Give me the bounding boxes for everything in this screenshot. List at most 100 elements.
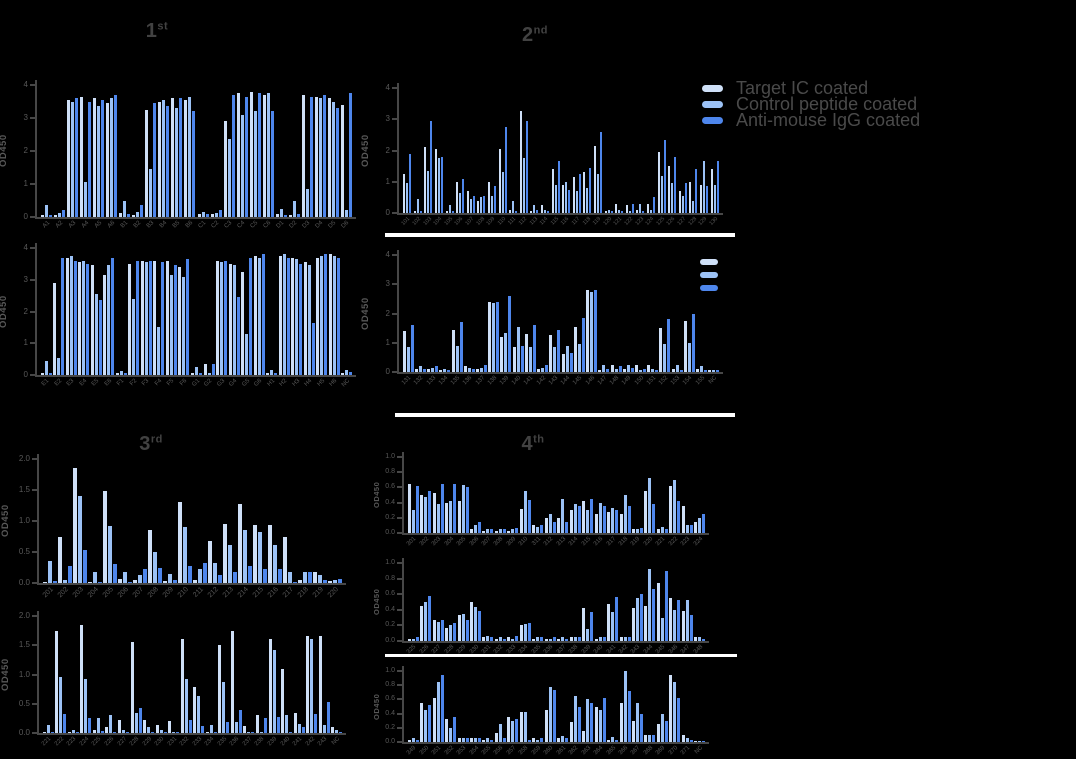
bar-123-series1: [636, 209, 639, 213]
y-tick: [392, 118, 397, 121]
y-axis-line: [397, 250, 399, 374]
y-tick-label: 1.5: [18, 485, 30, 494]
bar-351-series2: [436, 681, 440, 742]
bar-132-series1: [414, 369, 418, 372]
bar-group-143: [549, 255, 561, 372]
chart-1st-wells-A1-D6: OD450 0 1 2 3 4 A1 A2 A3 A4 A5 A6 B1 B2 B3 B4 B5 B6 C1 C2 C3…: [0, 80, 356, 230]
bar-E4-series3: [86, 263, 90, 375]
y-axis-label: OD450: [360, 297, 371, 330]
bar-E3-series3: [73, 260, 77, 375]
bar-356-series2: [498, 724, 502, 742]
bar-228-series3: [138, 708, 142, 733]
bar-A2-series3: [62, 210, 66, 217]
bar-120-series1: [604, 211, 607, 213]
bar-group-129: [699, 88, 710, 213]
bar-367-series2: [635, 702, 639, 742]
bar-335-series1: [532, 638, 536, 641]
bar-134-series2: [443, 369, 447, 372]
bar-group-353: [457, 671, 469, 742]
bar-group-G1: [190, 248, 203, 375]
bar-group-241: [293, 616, 306, 733]
bar-group-349: [407, 671, 419, 742]
bar-group-310: [519, 457, 531, 533]
bar-115-series1: [551, 169, 554, 213]
bar-318-series2: [623, 495, 627, 533]
bar-338-series2: [573, 637, 577, 641]
bar-133-series1: [427, 369, 431, 372]
bar-D4-series1: [314, 96, 318, 217]
bar-group-G2: [203, 248, 216, 375]
bar-361-series3: [565, 738, 569, 742]
bar-108-series3: [483, 195, 486, 213]
panel-3rd-ordinal: rd: [150, 433, 163, 446]
bar-H1-series3: [274, 373, 278, 375]
legend-lower: Target IC coated Control peptide coated …: [700, 255, 851, 294]
bar-124-series2: [650, 209, 653, 213]
bar-155-series3: [704, 370, 708, 372]
bar-122-series2: [628, 211, 631, 213]
bar-210-series2: [182, 527, 187, 583]
bar-135-series3: [459, 322, 463, 372]
bar-104-series1: [435, 148, 438, 213]
bar-111-series2: [512, 200, 515, 213]
chart-1st-wells-E1-H6: OD450 0 1 2 3 4 E1 E2 E3 E4 E5 E6 F1 F2 F3 F4 F5 F6 G1 G2 G3…: [0, 243, 356, 388]
bar-124-series1: [647, 203, 650, 213]
bar-group-F5: [165, 248, 178, 375]
bar-243-series1: [318, 636, 322, 733]
bar-E2-series2: [57, 357, 61, 375]
bar-group-153: [671, 255, 683, 372]
bar-351-series3: [440, 674, 444, 742]
y-tick-label: 0.8: [385, 574, 395, 582]
bar-D1-series1: [275, 213, 279, 217]
bar-group-146: [585, 255, 598, 372]
y-tick-label: 0.8: [385, 681, 395, 689]
y-tick-label: 2: [385, 145, 390, 155]
bar-155-series2: [700, 366, 704, 372]
y-tick: [397, 486, 402, 489]
y-tick: [392, 341, 397, 344]
y-axis-line: [402, 666, 404, 744]
bar-206-series1: [117, 578, 122, 583]
bar-239-series3: [276, 716, 280, 733]
bar-234-series3: [213, 731, 217, 733]
bar-group-B5: [170, 85, 183, 217]
bar-group-G5: [240, 248, 253, 375]
bar-group-142: [537, 255, 549, 372]
bar-148-series2: [614, 369, 618, 372]
bar-group-239: [268, 616, 281, 733]
bar-group-359: [532, 671, 544, 742]
bar-340-series1: [594, 638, 598, 641]
bar-209-series3: [172, 579, 177, 583]
bar-group-315: [581, 457, 594, 533]
bar-A5-series3: [101, 99, 105, 217]
bar-335-series3: [540, 637, 544, 641]
bar-306-series2: [474, 525, 477, 533]
bar-group-C1: [197, 85, 210, 217]
bar-107-series3: [472, 195, 475, 213]
bar-group-325: [407, 563, 419, 641]
bar-327-series1: [432, 619, 436, 641]
bar-235-series1: [218, 645, 222, 733]
bar-H6-series3: [336, 257, 340, 375]
bar-134-series1: [439, 370, 443, 372]
bar-128-series1: [689, 181, 692, 213]
bar-group-H4: [303, 248, 316, 375]
bar-group-A2: [53, 85, 66, 217]
bar-314-series1: [569, 510, 573, 533]
y-tick: [392, 87, 397, 89]
bar-126-series2: [671, 183, 674, 213]
bar-303-series1: [432, 493, 436, 533]
y-tick: [397, 456, 402, 458]
bar-324-series2: [698, 517, 702, 533]
bar-C6-series1: [262, 94, 266, 217]
bar-114-series2: [544, 209, 547, 213]
y-axis-line: [37, 454, 39, 585]
bar-314-series2: [573, 504, 577, 533]
bar-216-series1: [268, 525, 273, 583]
bar-group-108: [476, 88, 487, 213]
bar-126-series3: [674, 156, 677, 213]
bar-group-148: [610, 255, 622, 372]
separator-line-1: [385, 233, 735, 237]
bar-group-227: [117, 616, 130, 733]
y-tick-label: 0: [23, 212, 28, 221]
